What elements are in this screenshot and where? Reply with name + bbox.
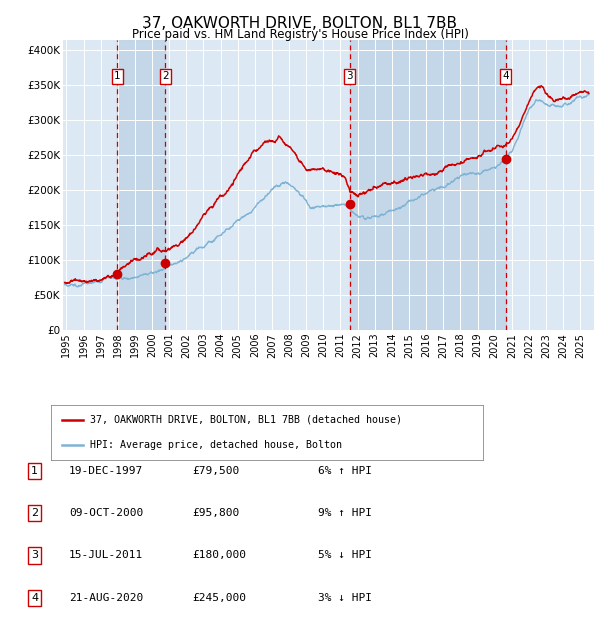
Text: 9% ↑ HPI: 9% ↑ HPI <box>318 508 372 518</box>
Text: 15-JUL-2011: 15-JUL-2011 <box>69 551 143 560</box>
Text: 3: 3 <box>31 551 38 560</box>
Text: 3: 3 <box>346 71 353 81</box>
Text: 6% ↑ HPI: 6% ↑ HPI <box>318 466 372 476</box>
Text: 37, OAKWORTH DRIVE, BOLTON, BL1 7BB (detached house): 37, OAKWORTH DRIVE, BOLTON, BL1 7BB (det… <box>90 415 402 425</box>
Text: £95,800: £95,800 <box>192 508 239 518</box>
Text: 1: 1 <box>114 71 121 81</box>
Bar <box>350 40 506 330</box>
Text: 19-DEC-1997: 19-DEC-1997 <box>69 466 143 476</box>
Text: 5% ↓ HPI: 5% ↓ HPI <box>318 551 372 560</box>
Text: £79,500: £79,500 <box>192 466 239 476</box>
Text: 3% ↓ HPI: 3% ↓ HPI <box>318 593 372 603</box>
Text: 1: 1 <box>31 466 38 476</box>
Text: 21-AUG-2020: 21-AUG-2020 <box>69 593 143 603</box>
Text: Price paid vs. HM Land Registry's House Price Index (HPI): Price paid vs. HM Land Registry's House … <box>131 28 469 41</box>
Text: 4: 4 <box>31 593 38 603</box>
Text: HPI: Average price, detached house, Bolton: HPI: Average price, detached house, Bolt… <box>90 440 342 450</box>
Text: 37, OAKWORTH DRIVE, BOLTON, BL1 7BB: 37, OAKWORTH DRIVE, BOLTON, BL1 7BB <box>143 16 458 30</box>
Text: 2: 2 <box>31 508 38 518</box>
Text: 09-OCT-2000: 09-OCT-2000 <box>69 508 143 518</box>
Bar <box>117 40 165 330</box>
Text: 4: 4 <box>502 71 509 81</box>
Text: £245,000: £245,000 <box>192 593 246 603</box>
Text: £180,000: £180,000 <box>192 551 246 560</box>
Text: 2: 2 <box>162 71 169 81</box>
